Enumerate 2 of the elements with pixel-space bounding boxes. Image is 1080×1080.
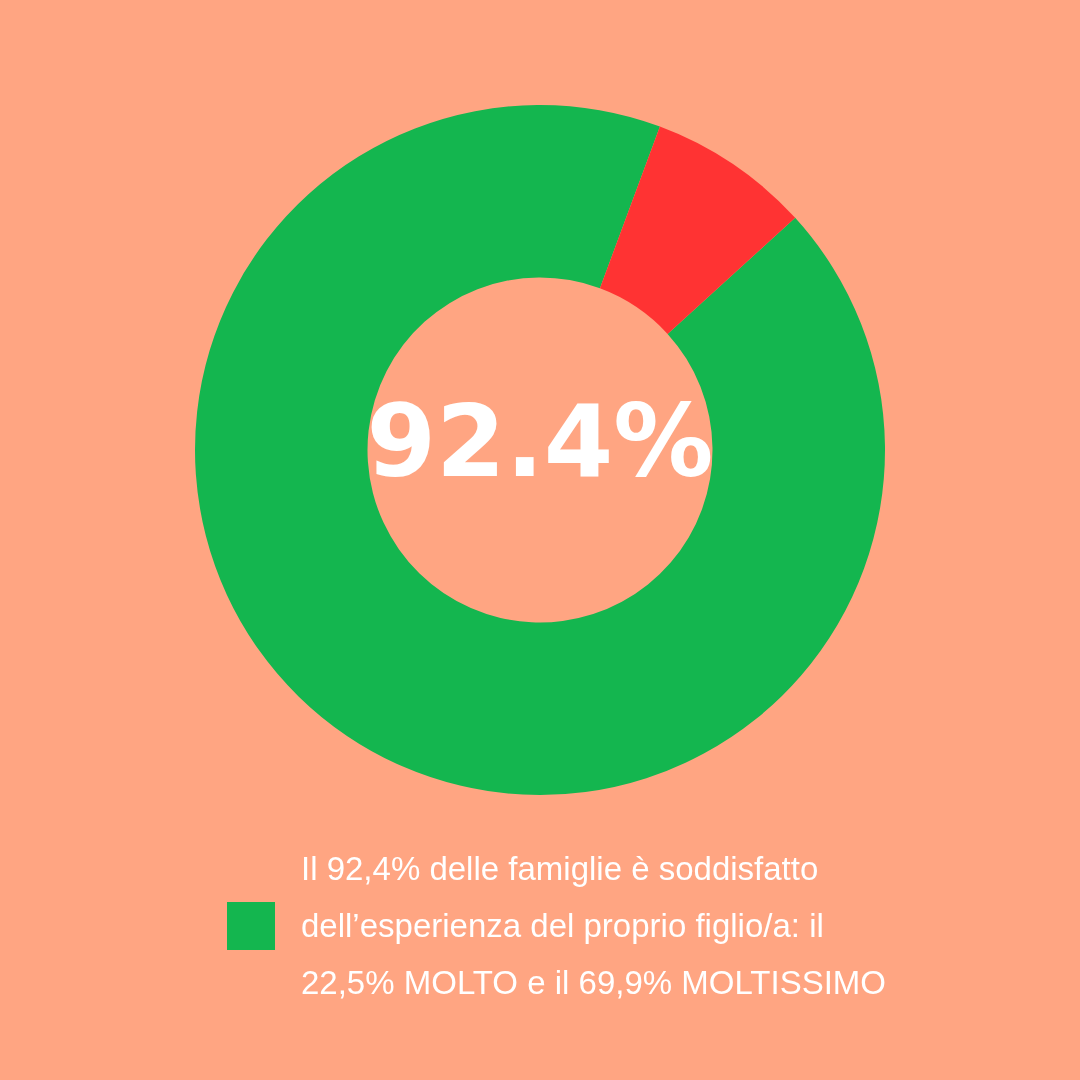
- text: 92.4%: [366, 382, 714, 500]
- legend-label: Il 92,4% delle famiglie è soddisfatto dell’esperienza del proprio figlio/a: il 22,5% MOLTO e il 69,9% MOLTISSIMO: [301, 849, 888, 1003]
